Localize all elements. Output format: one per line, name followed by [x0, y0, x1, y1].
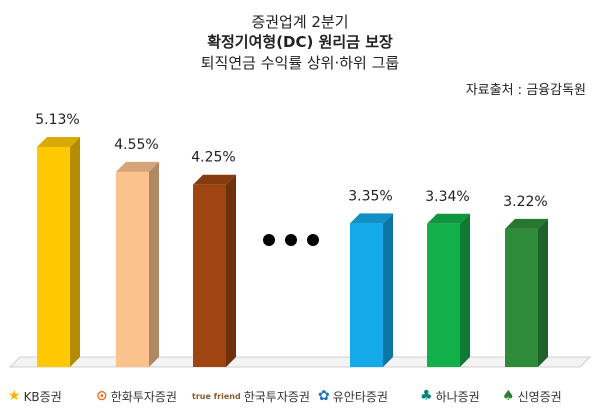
- bar-top: [350, 213, 393, 224]
- bar-group: [350, 213, 393, 367]
- source-note: 자료출처 : 금융감독원: [465, 83, 586, 98]
- data-label: 3.34%: [425, 189, 469, 205]
- logo-mark-icon: ♣: [420, 388, 433, 404]
- gap-dot: [285, 234, 297, 246]
- data-label: 5.13%: [35, 112, 79, 128]
- bar-side: [383, 213, 393, 367]
- logo-text: 하나증권: [435, 389, 480, 404]
- bar-group: [193, 174, 236, 367]
- logo-text: 유안타증권: [332, 389, 388, 404]
- bar-side: [538, 218, 548, 367]
- company-logo: ♠ 신영증권: [502, 384, 562, 408]
- bar-top: [193, 174, 236, 185]
- bar-side: [70, 137, 80, 367]
- chart-floor: [8, 356, 592, 368]
- bar-group: [37, 137, 80, 367]
- bar-front: [427, 223, 460, 367]
- title-line-2: 확정기여형(DC) 원리금 보장: [207, 33, 393, 51]
- bar-side: [149, 161, 159, 367]
- bar-front: [350, 223, 383, 367]
- logo-text: KB증권: [23, 389, 62, 404]
- bar-front: [37, 147, 70, 367]
- bar-group: [427, 213, 470, 367]
- title-line-3: 퇴직연금 수익률 상위·하위 그룹: [200, 54, 400, 72]
- logo-text: 한국투자증권: [243, 389, 310, 404]
- bar-top: [116, 161, 159, 172]
- logo-text: 신영증권: [517, 389, 562, 404]
- data-label: 3.35%: [348, 188, 392, 204]
- logo-mark-icon: ★: [8, 388, 21, 404]
- bar-front: [505, 228, 538, 367]
- company-logo: ✿ 유안타증권: [318, 384, 388, 408]
- logo-mark-icon: ⊙: [96, 388, 108, 404]
- company-logo: ★ KB증권: [8, 384, 62, 408]
- logo-mark-icon: ✿: [318, 388, 330, 404]
- logo-mark-icon: true friend: [192, 391, 241, 401]
- data-label: 4.55%: [114, 137, 158, 153]
- bar-group: [505, 218, 548, 367]
- gap-dot: [307, 234, 319, 246]
- company-logo: true friend 한국투자증권: [192, 384, 310, 408]
- bar-top: [37, 137, 80, 147]
- bar-top: [505, 218, 548, 229]
- bar-group: [116, 161, 159, 367]
- data-label: 4.25%: [191, 150, 235, 166]
- company-logo: ♣ 하나증권: [420, 384, 480, 408]
- logo-mark-icon: ♠: [502, 388, 515, 404]
- data-label: 3.22%: [503, 194, 547, 210]
- bar-front: [193, 184, 226, 367]
- company-logo: ⊙ 한화투자증권: [96, 384, 177, 408]
- gap-dot: [263, 234, 275, 246]
- bar-front: [116, 171, 149, 367]
- bar-side: [226, 174, 236, 367]
- logo-text: 한화투자증권: [110, 389, 177, 404]
- bar-side: [460, 213, 470, 367]
- title-line-1: 증권업계 2분기: [251, 13, 349, 31]
- chart-title: 증권업계 2분기 확정기여형(DC) 원리금 보장 퇴직연금 수익률 상위·하위…: [0, 12, 600, 74]
- bar-top: [427, 213, 470, 224]
